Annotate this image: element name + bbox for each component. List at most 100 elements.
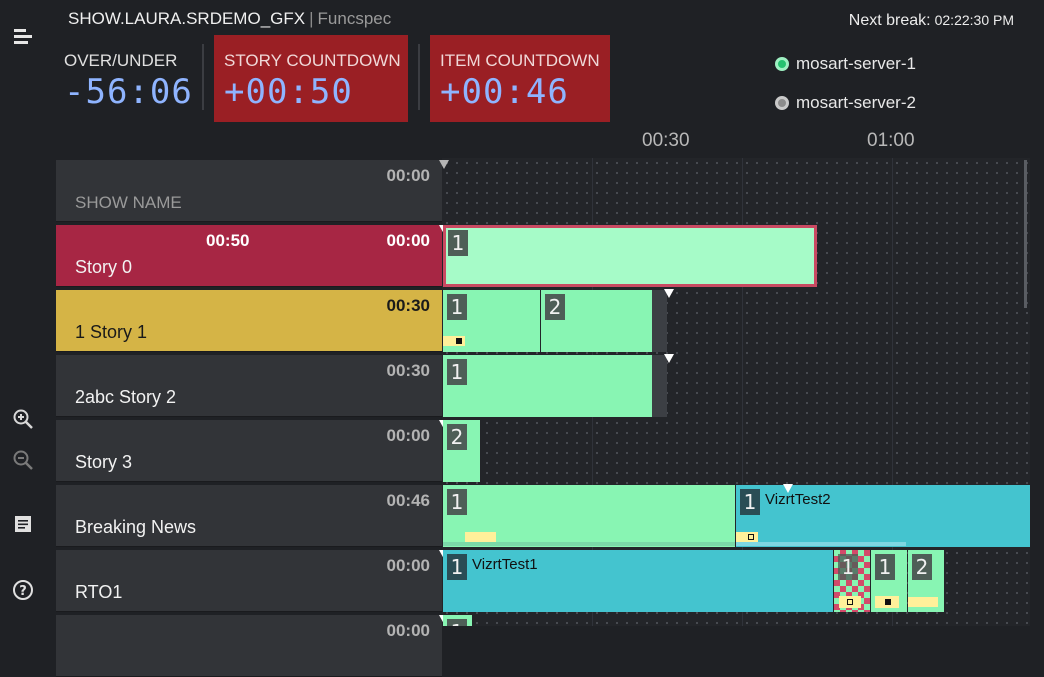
row-title: 1 Story 1 — [75, 322, 148, 342]
piece-overflow — [652, 355, 667, 417]
story-countdown: STORY COUNTDOWN +00:50 — [214, 35, 408, 122]
timeline-piece[interactable]: 2 — [908, 550, 944, 612]
server-name: mosart-server-1 — [796, 54, 916, 73]
show-subtitle: Funcspec — [317, 9, 392, 28]
timeline-piece[interactable]: 2 — [541, 290, 652, 352]
row-expected-duration: 00:50 — [206, 231, 250, 250]
piece-progress — [736, 542, 906, 546]
timeline-piece[interactable]: 1 — [443, 485, 735, 547]
story-row[interactable]: 00:00 Story 3 — [56, 420, 442, 482]
piece-number: 2 — [912, 554, 932, 580]
row-title: SHOW NAME — [75, 193, 182, 212]
title-separator: | — [309, 9, 314, 28]
timeline-piece-invalid[interactable]: 1 — [834, 550, 870, 612]
row-duration: 00:00 — [386, 231, 430, 250]
row-title: Breaking News — [75, 517, 197, 537]
status-marker — [456, 338, 462, 344]
next-break-time: 02:22:30 PM — [934, 12, 1014, 28]
piece-number: 2 — [447, 424, 467, 450]
grid-line — [742, 158, 743, 626]
header-divider — [418, 44, 420, 110]
story-row[interactable]: 00:00 — [56, 615, 442, 677]
segment-row[interactable]: SHOW NAME 00:00 — [56, 160, 442, 222]
status-marker — [847, 599, 853, 605]
svg-text:?: ? — [19, 584, 27, 599]
server-name: mosart-server-2 — [796, 93, 916, 112]
piece-number: 1 — [740, 489, 760, 515]
row-title: RTO1 — [75, 582, 123, 602]
piece-status-bar — [839, 596, 861, 608]
timeline-piece-graphic[interactable]: 1 VizrtTest1 — [443, 550, 833, 612]
end-marker — [664, 354, 674, 363]
zoom-out-icon[interactable] — [10, 447, 36, 473]
row-duration: 00:00 — [386, 166, 430, 185]
start-marker — [439, 160, 449, 169]
piece-number: 1 — [875, 554, 895, 580]
status-marker — [885, 599, 891, 605]
row-duration: 00:00 — [386, 621, 430, 640]
timeline-piece[interactable]: 2 — [443, 420, 480, 482]
piece-name: VizrtTest2 — [765, 491, 831, 508]
row-duration: 00:30 — [386, 296, 430, 315]
timeline-tick: 01:00 — [867, 130, 915, 151]
left-toolbar: ? — [0, 0, 46, 626]
show-name: SHOW.LAURA.SRDEMO_GFX — [68, 9, 306, 28]
row-duration: 00:46 — [386, 491, 430, 510]
timeline-piece[interactable]: 1 — [443, 225, 817, 287]
over-under-value: -56:06 — [64, 72, 193, 112]
story-row[interactable]: 00:46 Breaking News — [56, 485, 442, 547]
timeline-piece[interactable]: 1 — [871, 550, 907, 612]
timeline-piece[interactable]: 1 — [443, 355, 652, 417]
item-countdown-value: +00:46 — [440, 72, 569, 112]
story-row-live[interactable]: 00:50 00:00 Story 0 — [56, 225, 442, 287]
piece-overflow — [652, 290, 667, 352]
rundown-list-icon[interactable] — [10, 24, 36, 50]
next-break: Next break: 02:22:30 PM — [849, 12, 1014, 30]
row-title: Story 3 — [75, 452, 133, 472]
piece-number: 1 — [447, 489, 467, 515]
timeline-piece-graphic[interactable]: 1 VizrtTest2 — [736, 485, 1030, 547]
show-title: SHOW.LAURA.SRDEMO_GFX | Funcspec — [68, 9, 391, 29]
status-marker — [748, 534, 754, 540]
item-countdown: ITEM COUNTDOWN +00:46 — [430, 35, 610, 122]
timeline-tick: 00:30 — [642, 130, 690, 151]
server-status-1: mosart-server-1 — [775, 54, 916, 74]
notes-icon[interactable] — [10, 511, 36, 537]
story-row[interactable]: 00:30 2abc Story 2 — [56, 355, 442, 417]
row-title: 2abc Story 2 — [75, 387, 177, 407]
server-offline-icon — [775, 96, 789, 110]
piece-number: 2 — [545, 294, 565, 320]
timeline-scrollbar[interactable] — [1024, 160, 1027, 308]
piece-status-bar — [465, 532, 496, 542]
story-row[interactable]: 00:00 RTO1 — [56, 550, 442, 612]
server-status-2: mosart-server-2 — [775, 93, 916, 113]
zoom-in-icon[interactable] — [10, 406, 36, 432]
timeline-piece[interactable]: 1 — [443, 290, 540, 352]
over-under-label: OVER/UNDER — [64, 51, 178, 70]
row-duration: 00:00 — [386, 556, 430, 575]
grid-line — [892, 158, 893, 626]
piece-status-bar — [736, 532, 758, 542]
row-title: Story 0 — [75, 257, 133, 277]
piece-status-bar — [443, 336, 465, 346]
piece-status-bar — [875, 596, 899, 608]
timeline-piece[interactable]: 1 — [443, 615, 472, 626]
piece-number: 1 — [447, 294, 467, 320]
piece-name: VizrtTest1 — [472, 556, 538, 573]
end-marker — [664, 289, 674, 298]
piece-number: 1 — [447, 619, 467, 626]
piece-progress — [443, 542, 735, 546]
item-marker — [783, 484, 793, 493]
piece-number: 1 — [447, 554, 467, 580]
story-countdown-label: STORY COUNTDOWN — [224, 51, 401, 70]
item-countdown-label: ITEM COUNTDOWN — [440, 51, 600, 70]
piece-number: 1 — [838, 554, 858, 580]
piece-number: 1 — [447, 359, 467, 385]
story-row-next[interactable]: 00:30 1 Story 1 — [56, 290, 442, 352]
help-icon[interactable]: ? — [10, 577, 36, 603]
row-duration: 00:00 — [386, 426, 430, 445]
piece-number: 1 — [448, 230, 468, 256]
row-duration: 00:30 — [386, 361, 430, 380]
piece-status-bar — [908, 597, 938, 607]
story-countdown-value: +00:50 — [224, 72, 353, 112]
